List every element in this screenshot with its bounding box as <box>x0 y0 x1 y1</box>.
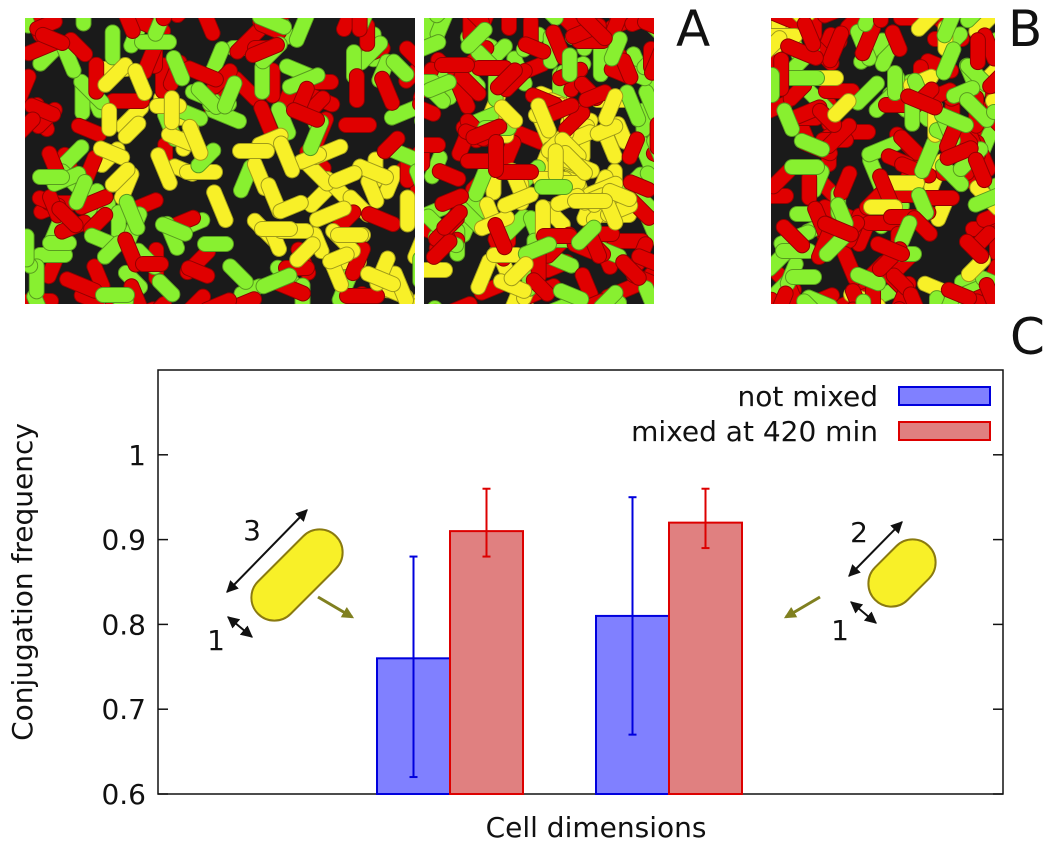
width-arrow-icon <box>227 616 253 638</box>
cell-icon <box>338 116 378 133</box>
legend-label: not mixed <box>737 380 878 413</box>
panel-a-right-image <box>424 18 654 304</box>
legend-label: mixed at 420 min <box>631 415 878 448</box>
y-tick-label: 1 <box>128 439 146 472</box>
cell-icon <box>32 169 70 186</box>
bar-mixed-1 <box>449 530 524 795</box>
length-arrow-icon <box>848 521 903 577</box>
width-label: 1 <box>207 624 225 657</box>
panel-b-image <box>771 18 995 304</box>
panel-label-c: C <box>1010 308 1045 366</box>
length-arrow-icon <box>226 509 308 593</box>
x-axis-label: Cell dimensions <box>486 811 707 841</box>
y-axis: 0.6 0.7 0.8 0.9 1 <box>101 439 1003 811</box>
legend-swatch <box>898 421 991 441</box>
cell-icon <box>134 256 170 273</box>
pointer-arrow-icon <box>783 595 821 619</box>
cell-icon <box>254 221 299 238</box>
panel-label-a: A <box>676 0 711 58</box>
y-tick-label: 0.7 <box>101 693 146 726</box>
y-axis-label: Conjugation frequency <box>6 423 39 741</box>
width-label: 1 <box>831 614 849 647</box>
cell-icon <box>338 288 385 304</box>
length-label: 3 <box>243 514 261 547</box>
plot-frame <box>157 369 1004 795</box>
error-bar <box>409 555 418 779</box>
y-tick-label: 0.6 <box>101 778 146 811</box>
error-bar <box>701 487 710 550</box>
cell-icon <box>197 236 234 252</box>
bar-mixed-2 <box>668 521 743 795</box>
pointer-arrow-icon <box>317 595 355 619</box>
short-cell-icon <box>867 538 937 608</box>
cell-icon <box>985 104 995 121</box>
bars <box>376 487 743 795</box>
cell-icon <box>424 137 446 154</box>
cell-icon <box>567 192 613 209</box>
error-bar <box>628 496 637 736</box>
cell-icon <box>330 226 370 243</box>
error-bar <box>482 487 491 558</box>
width-arrow-icon <box>850 601 877 624</box>
right-inset: 2 1 <box>783 516 937 647</box>
panel-label-b: B <box>1008 0 1043 58</box>
cell-icon <box>784 159 826 176</box>
cell-icon <box>533 179 573 196</box>
length-label: 2 <box>850 516 868 549</box>
panel-a-left-image <box>25 18 415 304</box>
y-tick-label: 0.8 <box>101 608 146 641</box>
cell-icon <box>433 57 476 74</box>
cell-icon <box>94 287 136 304</box>
left-inset: 3 1 <box>207 509 355 657</box>
y-tick-label: 0.9 <box>101 524 146 557</box>
legend-swatch <box>898 386 991 406</box>
cell-icon <box>785 269 823 286</box>
